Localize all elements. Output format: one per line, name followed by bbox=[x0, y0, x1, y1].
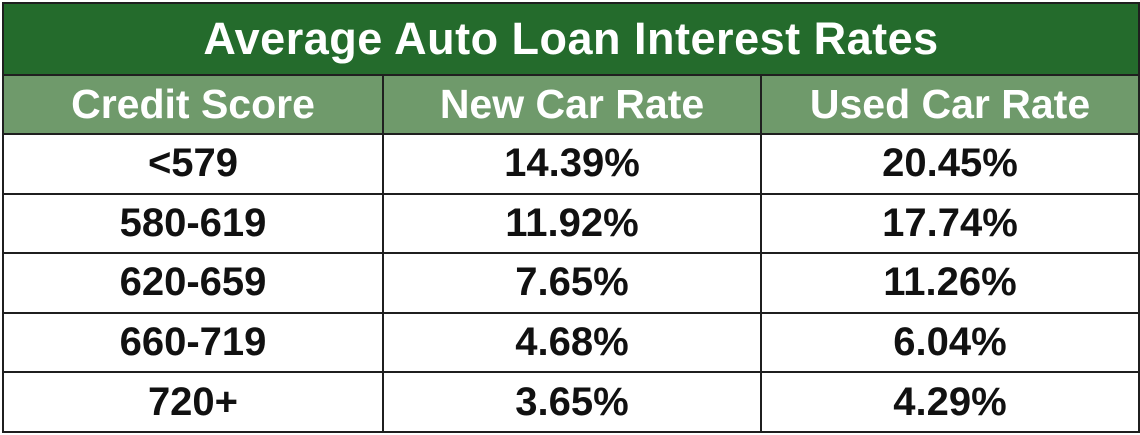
table-row: 580-619 11.92% 17.74% bbox=[2, 192, 1140, 255]
table-title: Average Auto Loan Interest Rates bbox=[2, 2, 1140, 76]
used-car-rate-cell: 6.04% bbox=[760, 311, 1140, 374]
credit-score-cell: 620-659 bbox=[2, 252, 384, 314]
new-car-rate-cell: 4.68% bbox=[382, 311, 762, 374]
header-row: Credit Score New Car Rate Used Car Rate bbox=[2, 74, 1140, 135]
title-row: Average Auto Loan Interest Rates bbox=[2, 2, 1140, 76]
credit-score-cell: 720+ bbox=[2, 371, 384, 433]
new-car-rate-cell: 11.92% bbox=[382, 192, 762, 255]
table-row: <579 14.39% 20.45% bbox=[2, 133, 1140, 195]
credit-score-cell: <579 bbox=[2, 133, 384, 195]
used-car-rate-cell: 4.29% bbox=[760, 371, 1140, 433]
new-car-rate-cell: 14.39% bbox=[382, 133, 762, 195]
column-header-new-car-rate: New Car Rate bbox=[382, 74, 762, 135]
used-car-rate-cell: 11.26% bbox=[760, 252, 1140, 314]
column-header-credit-score: Credit Score bbox=[2, 74, 384, 135]
column-header-used-car-rate: Used Car Rate bbox=[760, 74, 1140, 135]
credit-score-cell: 660-719 bbox=[2, 311, 384, 374]
used-car-rate-cell: 20.45% bbox=[760, 133, 1140, 195]
new-car-rate-cell: 3.65% bbox=[382, 371, 762, 433]
used-car-rate-cell: 17.74% bbox=[760, 192, 1140, 255]
new-car-rate-cell: 7.65% bbox=[382, 252, 762, 314]
table-row: 660-719 4.68% 6.04% bbox=[2, 311, 1140, 374]
table-row: 720+ 3.65% 4.29% bbox=[2, 371, 1140, 433]
table-row: 620-659 7.65% 11.26% bbox=[2, 252, 1140, 314]
credit-score-cell: 580-619 bbox=[2, 192, 384, 255]
